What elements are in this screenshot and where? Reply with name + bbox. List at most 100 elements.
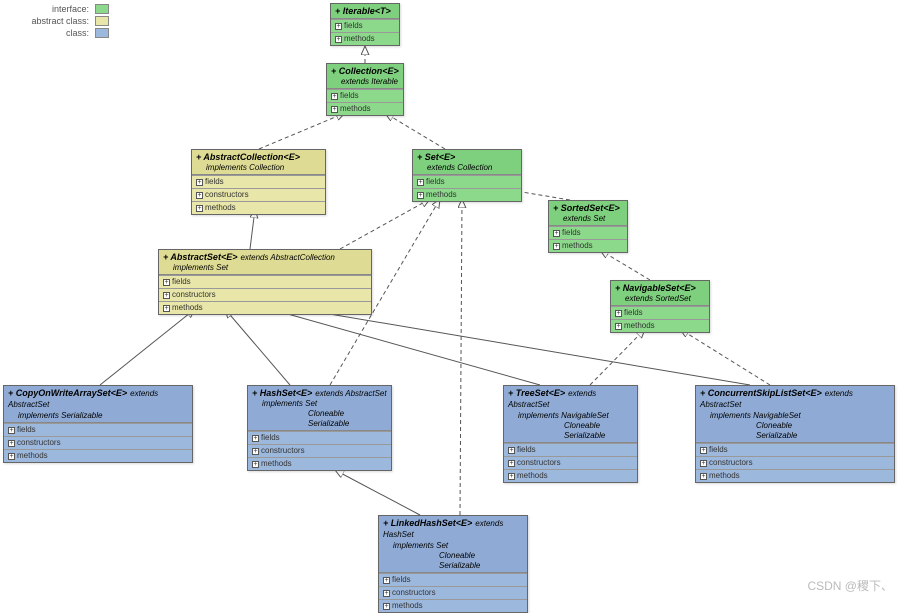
node-title: + Iterable<T> xyxy=(335,6,391,16)
node-implements: Serializable xyxy=(252,419,387,429)
expand-icon[interactable]: + xyxy=(252,461,259,468)
node-header: + CopyOnWriteArraySet<E>extends Abstract… xyxy=(4,386,192,423)
section-label: methods xyxy=(172,303,203,312)
node-section-methods: +methods xyxy=(504,469,637,482)
expand-icon[interactable]: + xyxy=(8,427,15,434)
expand-icon[interactable]: + xyxy=(331,93,338,100)
expand-icon[interactable]: + xyxy=(196,205,203,212)
edge xyxy=(259,113,345,149)
node-title: + AbstractCollection<E> xyxy=(196,152,300,162)
node-implements: implements NavigableSet xyxy=(700,411,890,421)
expand-icon[interactable]: + xyxy=(163,279,170,286)
expand-icon[interactable]: + xyxy=(508,447,515,454)
node-implements: extends Set xyxy=(553,214,623,224)
node-section-fields: +fields xyxy=(413,175,521,188)
node-header: + LinkedHashSet<E>extends HashSetimpleme… xyxy=(379,516,527,573)
node-implements: extends Collection xyxy=(417,163,517,173)
uml-node-AbstractCollection: + AbstractCollection<E>implements Collec… xyxy=(191,149,326,215)
expand-icon[interactable]: + xyxy=(331,106,338,113)
node-implements: Serializable xyxy=(383,561,523,571)
section-label: constructors xyxy=(392,588,436,597)
legend-row: abstract class: xyxy=(4,16,109,26)
node-section-fields: +fields xyxy=(504,443,637,456)
section-label: fields xyxy=(344,21,363,30)
expand-icon[interactable]: + xyxy=(335,23,342,30)
node-section-methods: +methods xyxy=(331,32,399,45)
node-extends: extends AbstractSet xyxy=(315,389,386,398)
node-title: + CopyOnWriteArraySet<E> xyxy=(8,388,127,398)
node-title: + SortedSet<E> xyxy=(553,203,620,213)
node-section-constructors: +constructors xyxy=(696,456,894,469)
node-header: + SortedSet<E>extends Set xyxy=(549,201,627,226)
expand-icon[interactable]: + xyxy=(700,460,707,467)
section-label: fields xyxy=(205,177,224,186)
section-label: constructors xyxy=(172,290,216,299)
node-implements: extends SortedSet xyxy=(615,294,705,304)
edge xyxy=(270,309,540,385)
expand-icon[interactable]: + xyxy=(163,305,170,312)
expand-icon[interactable]: + xyxy=(700,473,707,480)
section-label: methods xyxy=(426,190,457,199)
section-label: constructors xyxy=(261,446,305,455)
legend-label: class: xyxy=(66,28,89,38)
node-section-methods: +methods xyxy=(379,599,527,612)
expand-icon[interactable]: + xyxy=(252,435,259,442)
node-title: + Collection<E> xyxy=(331,66,399,76)
node-section-methods: +methods xyxy=(248,457,391,470)
uml-node-ConcurrentSkipListSet: + ConcurrentSkipListSet<E>extends Abstra… xyxy=(695,385,895,483)
node-section-fields: +fields xyxy=(611,306,709,319)
node-title: + HashSet<E> xyxy=(252,388,312,398)
section-label: methods xyxy=(340,104,371,113)
legend-row: interface: xyxy=(4,4,109,14)
expand-icon[interactable]: + xyxy=(8,440,15,447)
node-header: + Collection<E>extends Iterable xyxy=(327,64,403,89)
node-implements: extends Iterable xyxy=(331,77,399,87)
expand-icon[interactable]: + xyxy=(252,448,259,455)
expand-icon[interactable]: + xyxy=(508,473,515,480)
section-label: methods xyxy=(17,451,48,460)
expand-icon[interactable]: + xyxy=(163,292,170,299)
expand-icon[interactable]: + xyxy=(196,192,203,199)
node-header: + AbstractSet<E>extends AbstractCollecti… xyxy=(159,250,371,275)
expand-icon[interactable]: + xyxy=(700,447,707,454)
node-header: + Iterable<T> xyxy=(331,4,399,19)
expand-icon[interactable]: + xyxy=(417,179,424,186)
expand-icon[interactable]: + xyxy=(383,590,390,597)
node-implements: implements Set xyxy=(252,399,387,409)
expand-icon[interactable]: + xyxy=(383,577,390,584)
node-section-constructors: +constructors xyxy=(192,188,325,201)
uml-node-AbstractSet: + AbstractSet<E>extends AbstractCollecti… xyxy=(158,249,372,315)
expand-icon[interactable]: + xyxy=(8,453,15,460)
node-section-fields: +fields xyxy=(379,573,527,586)
section-label: methods xyxy=(624,321,655,330)
uml-node-NavigableSet: + NavigableSet<E>extends SortedSet+field… xyxy=(610,280,710,333)
legend-swatch xyxy=(95,16,109,26)
section-label: fields xyxy=(562,228,581,237)
expand-icon[interactable]: + xyxy=(383,603,390,610)
node-implements: implements Serializable xyxy=(8,411,188,421)
node-section-methods: +methods xyxy=(413,188,521,201)
expand-icon[interactable]: + xyxy=(553,243,560,250)
section-label: fields xyxy=(172,277,191,286)
expand-icon[interactable]: + xyxy=(553,230,560,237)
node-section-constructors: +constructors xyxy=(159,288,371,301)
node-header: + TreeSet<E>extends AbstractSetimplement… xyxy=(504,386,637,443)
edge xyxy=(460,199,462,515)
expand-icon[interactable]: + xyxy=(417,192,424,199)
uml-node-SortedSet: + SortedSet<E>extends Set+fields+methods xyxy=(548,200,628,253)
uml-node-CopyOnWriteArraySet: + CopyOnWriteArraySet<E>extends Abstract… xyxy=(3,385,193,463)
expand-icon[interactable]: + xyxy=(615,310,622,317)
legend: interface: abstract class: class: xyxy=(4,4,109,40)
node-section-methods: +methods xyxy=(549,239,627,252)
node-section-methods: +methods xyxy=(327,102,403,115)
section-label: fields xyxy=(17,425,36,434)
expand-icon[interactable]: + xyxy=(196,179,203,186)
expand-icon[interactable]: + xyxy=(508,460,515,467)
node-title: + Set<E> xyxy=(417,152,455,162)
expand-icon[interactable]: + xyxy=(335,36,342,43)
section-label: methods xyxy=(562,241,593,250)
expand-icon[interactable]: + xyxy=(615,323,622,330)
node-header: + ConcurrentSkipListSet<E>extends Abstra… xyxy=(696,386,894,443)
legend-label: interface: xyxy=(52,4,89,14)
node-section-methods: +methods xyxy=(159,301,371,314)
